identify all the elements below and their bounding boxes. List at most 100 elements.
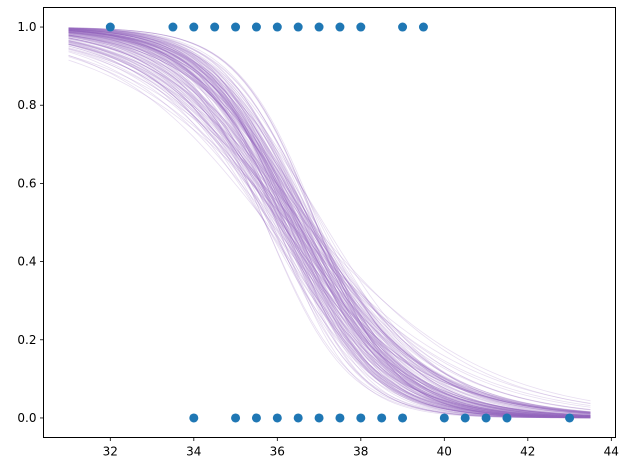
data-point: [105, 22, 115, 32]
posterior-curve: [68, 31, 591, 416]
data-point: [293, 413, 303, 423]
posterior-curve: [68, 31, 591, 416]
posterior-curve: [68, 42, 591, 416]
posterior-curve: [68, 37, 591, 417]
posterior-curve: [68, 29, 591, 418]
posterior-curve: [68, 28, 591, 418]
posterior-curve: [68, 34, 591, 418]
data-point: [502, 413, 512, 423]
posterior-curve: [68, 30, 591, 416]
posterior-curve: [68, 30, 591, 418]
posterior-curve: [68, 30, 591, 418]
posterior-curve: [68, 30, 591, 418]
posterior-curve: [68, 32, 591, 416]
posterior-curve: [68, 35, 591, 414]
posterior-curve: [68, 40, 591, 417]
posterior-curve: [68, 29, 591, 418]
posterior-curve: [68, 30, 591, 418]
posterior-curve: [68, 28, 591, 418]
data-point: [398, 413, 408, 423]
posterior-curve: [68, 59, 591, 404]
data-point: [189, 22, 199, 32]
posterior-curve: [68, 48, 591, 412]
data-point: [377, 413, 387, 423]
x-tick-label: 42: [520, 445, 535, 459]
data-point: [314, 22, 324, 32]
data-point: [418, 22, 428, 32]
posterior-curve: [68, 29, 591, 418]
posterior-curve: [68, 34, 591, 417]
posterior-curve: [68, 27, 591, 418]
posterior-curve: [68, 44, 591, 413]
posterior-curve: [68, 27, 591, 418]
posterior-curve: [68, 28, 591, 418]
posterior-curve: [68, 29, 591, 417]
posterior-curve: [68, 33, 591, 415]
posterior-curve: [68, 36, 591, 418]
posterior-curve: [68, 48, 591, 413]
posterior-curve: [68, 34, 591, 415]
posterior-curve: [68, 30, 591, 418]
posterior-curve: [68, 43, 591, 413]
posterior-curve: [68, 35, 591, 417]
data-points: [105, 22, 575, 423]
posterior-curve: [68, 27, 591, 418]
x-tick-label: 44: [604, 445, 619, 459]
y-tick-label: 0.0: [17, 411, 36, 425]
posterior-curve: [68, 30, 591, 417]
posterior-curve: [68, 51, 591, 413]
data-point: [251, 413, 261, 423]
posterior-curve: [68, 31, 591, 417]
posterior-curve: [68, 34, 591, 417]
posterior-curve: [68, 33, 591, 418]
posterior-curve: [68, 31, 591, 418]
posterior-curve: [68, 35, 591, 416]
posterior-curve: [68, 30, 591, 418]
posterior-curve: [68, 27, 591, 418]
y-tick-label: 0.6: [17, 176, 36, 190]
posterior-curve: [68, 29, 591, 418]
posterior-curve: [68, 33, 591, 416]
posterior-curve: [68, 35, 591, 417]
posterior-curve: [68, 28, 591, 418]
posterior-curve: [68, 31, 591, 417]
posterior-curve: [68, 32, 591, 418]
x-tick-label: 38: [353, 445, 368, 459]
data-point: [272, 413, 282, 423]
data-point: [231, 22, 241, 32]
data-point: [189, 413, 199, 423]
data-point: [439, 413, 449, 423]
posterior-curve: [68, 28, 591, 418]
posterior-curve: [68, 40, 591, 416]
data-point: [398, 22, 408, 32]
posterior-curve: [68, 27, 591, 418]
y-tick-label: 0.4: [17, 255, 36, 269]
posterior-curve: [68, 32, 591, 418]
posterior-curve: [68, 30, 591, 418]
posterior-curve: [68, 29, 591, 418]
y-axis: 0.0 0.2 0.4 0.6 0.8 1.0: [17, 20, 44, 425]
posterior-curve: [68, 29, 591, 418]
data-point: [356, 22, 366, 32]
posterior-curve: [68, 43, 591, 415]
posterior-curve: [68, 29, 591, 417]
posterior-curve: [68, 37, 591, 416]
posterior-curve: [68, 40, 591, 413]
posterior-curve: [68, 28, 591, 418]
x-tick-label: 34: [186, 445, 201, 459]
posterior-curve: [68, 32, 591, 417]
posterior-curve: [68, 31, 591, 417]
posterior-curve: [68, 43, 591, 413]
data-point: [168, 22, 178, 32]
posterior-curve: [68, 28, 591, 418]
x-tick-label: 36: [270, 445, 285, 459]
data-point: [481, 413, 491, 423]
posterior-curve: [68, 37, 591, 417]
data-point: [293, 22, 303, 32]
posterior-curve: [68, 28, 591, 418]
posterior-curve: [68, 30, 591, 418]
posterior-curve: [68, 34, 591, 415]
posterior-curve: [68, 31, 591, 417]
posterior-curve: [68, 32, 591, 417]
posterior-curve: [68, 55, 591, 402]
